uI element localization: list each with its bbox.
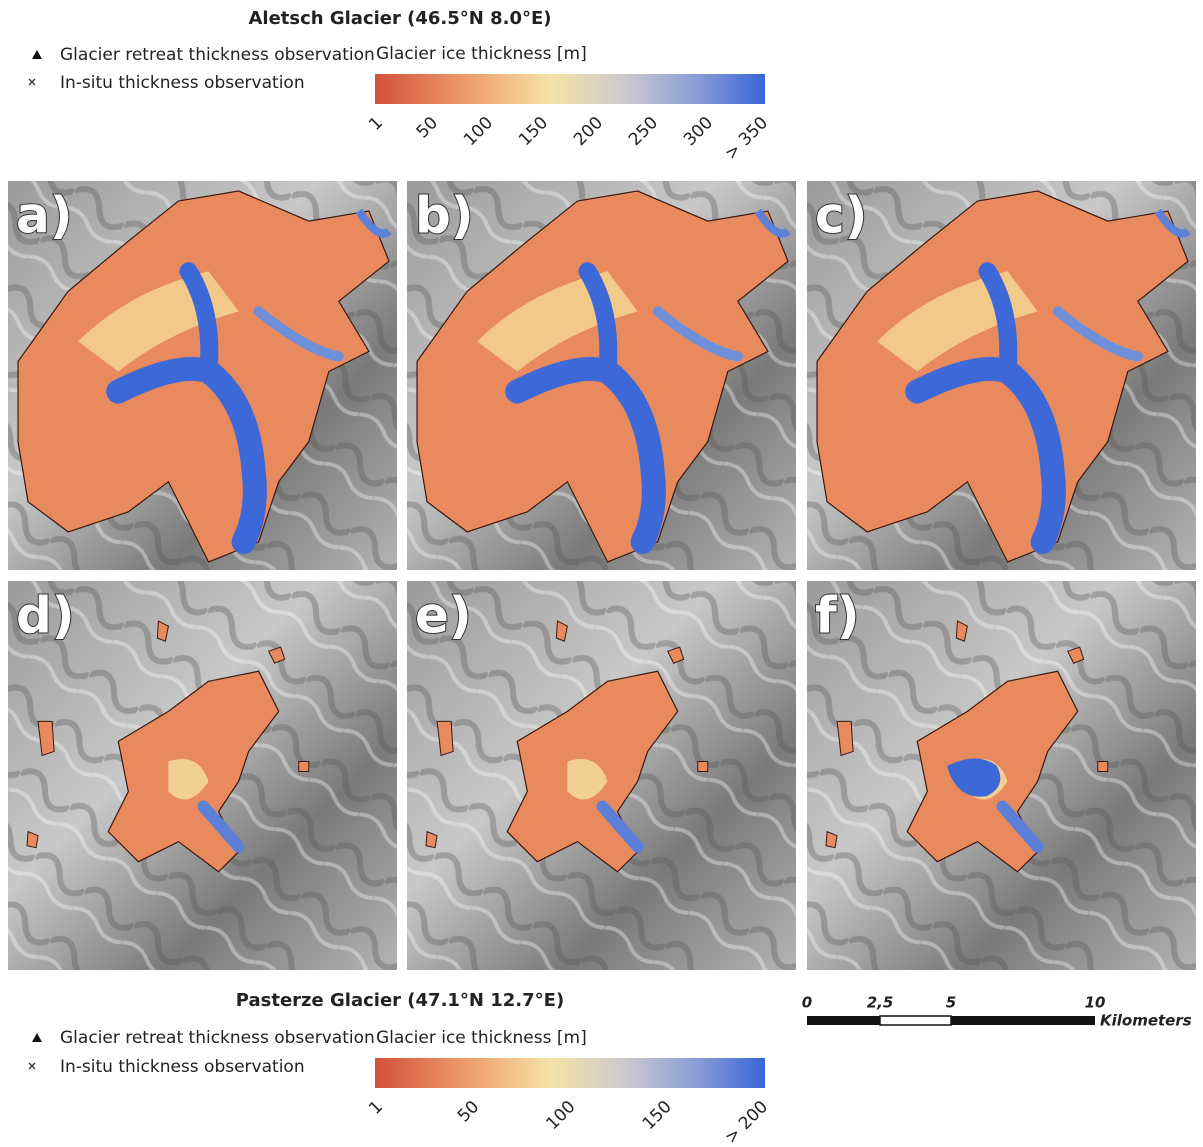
colorbar-tick-label: > 350 [721,113,772,164]
panel-label: f) [815,587,860,645]
triangle-marker [32,50,42,59]
colorbar-tick-label: 300 [680,113,717,150]
map-panel [807,581,1196,970]
colorbar [375,1058,765,1088]
triangle-marker [32,1033,42,1042]
scale-tick-label: 5 [946,994,956,1012]
scale-tick-label: 2,5 [867,994,894,1012]
cross-marker [29,1063,35,1069]
colorbar-label: Glacier ice thickness [m] [376,44,587,64]
scale-bar [951,1016,1095,1025]
scale-unit: Kilometers [1100,1012,1192,1030]
figure: Aletsch Glacier (46.5°N 8.0°E) Glacier r… [0,0,1203,1147]
bottom-title: Pasterze Glacier (47.1°N 12.7°E) [236,990,564,1011]
colorbar-tick-label: 150 [515,113,552,150]
colorbar-tick-label: 50 [454,1097,483,1126]
colorbar-tick-label: 250 [625,113,662,150]
legend-item: In-situ thickness observation [60,73,305,93]
scale-bar [880,1016,951,1025]
panel-label: e) [415,587,472,645]
colorbar-tick-label: 150 [639,1097,676,1134]
colorbar-tick-label: 100 [542,1097,579,1134]
legend-item: Glacier retreat thickness observation [60,1028,375,1048]
colorbar-tick-label: 100 [460,113,497,150]
legend-item: Glacier retreat thickness observation [60,45,375,65]
colorbar [375,74,765,104]
panel-label: c) [815,187,868,245]
colorbar-tick-label: 50 [413,113,442,142]
panel-label: d) [16,587,75,645]
colorbar-tick-label: 1 [365,113,387,135]
legend-item: In-situ thickness observation [60,1057,305,1077]
cross-marker [29,79,35,85]
scale-bar [807,1016,880,1025]
colorbar-tick-label: 200 [570,113,607,150]
top-title: Aletsch Glacier (46.5°N 8.0°E) [248,8,551,29]
scale-tick-label: 10 [1085,994,1106,1012]
panel-label: b) [415,187,474,245]
colorbar-tick-label: > 200 [721,1097,772,1147]
scale-tick-label: 0 [802,994,812,1012]
colorbar-label: Glacier ice thickness [m] [376,1028,587,1048]
panel-label: a) [16,187,73,245]
colorbar-tick-label: 1 [365,1097,387,1119]
